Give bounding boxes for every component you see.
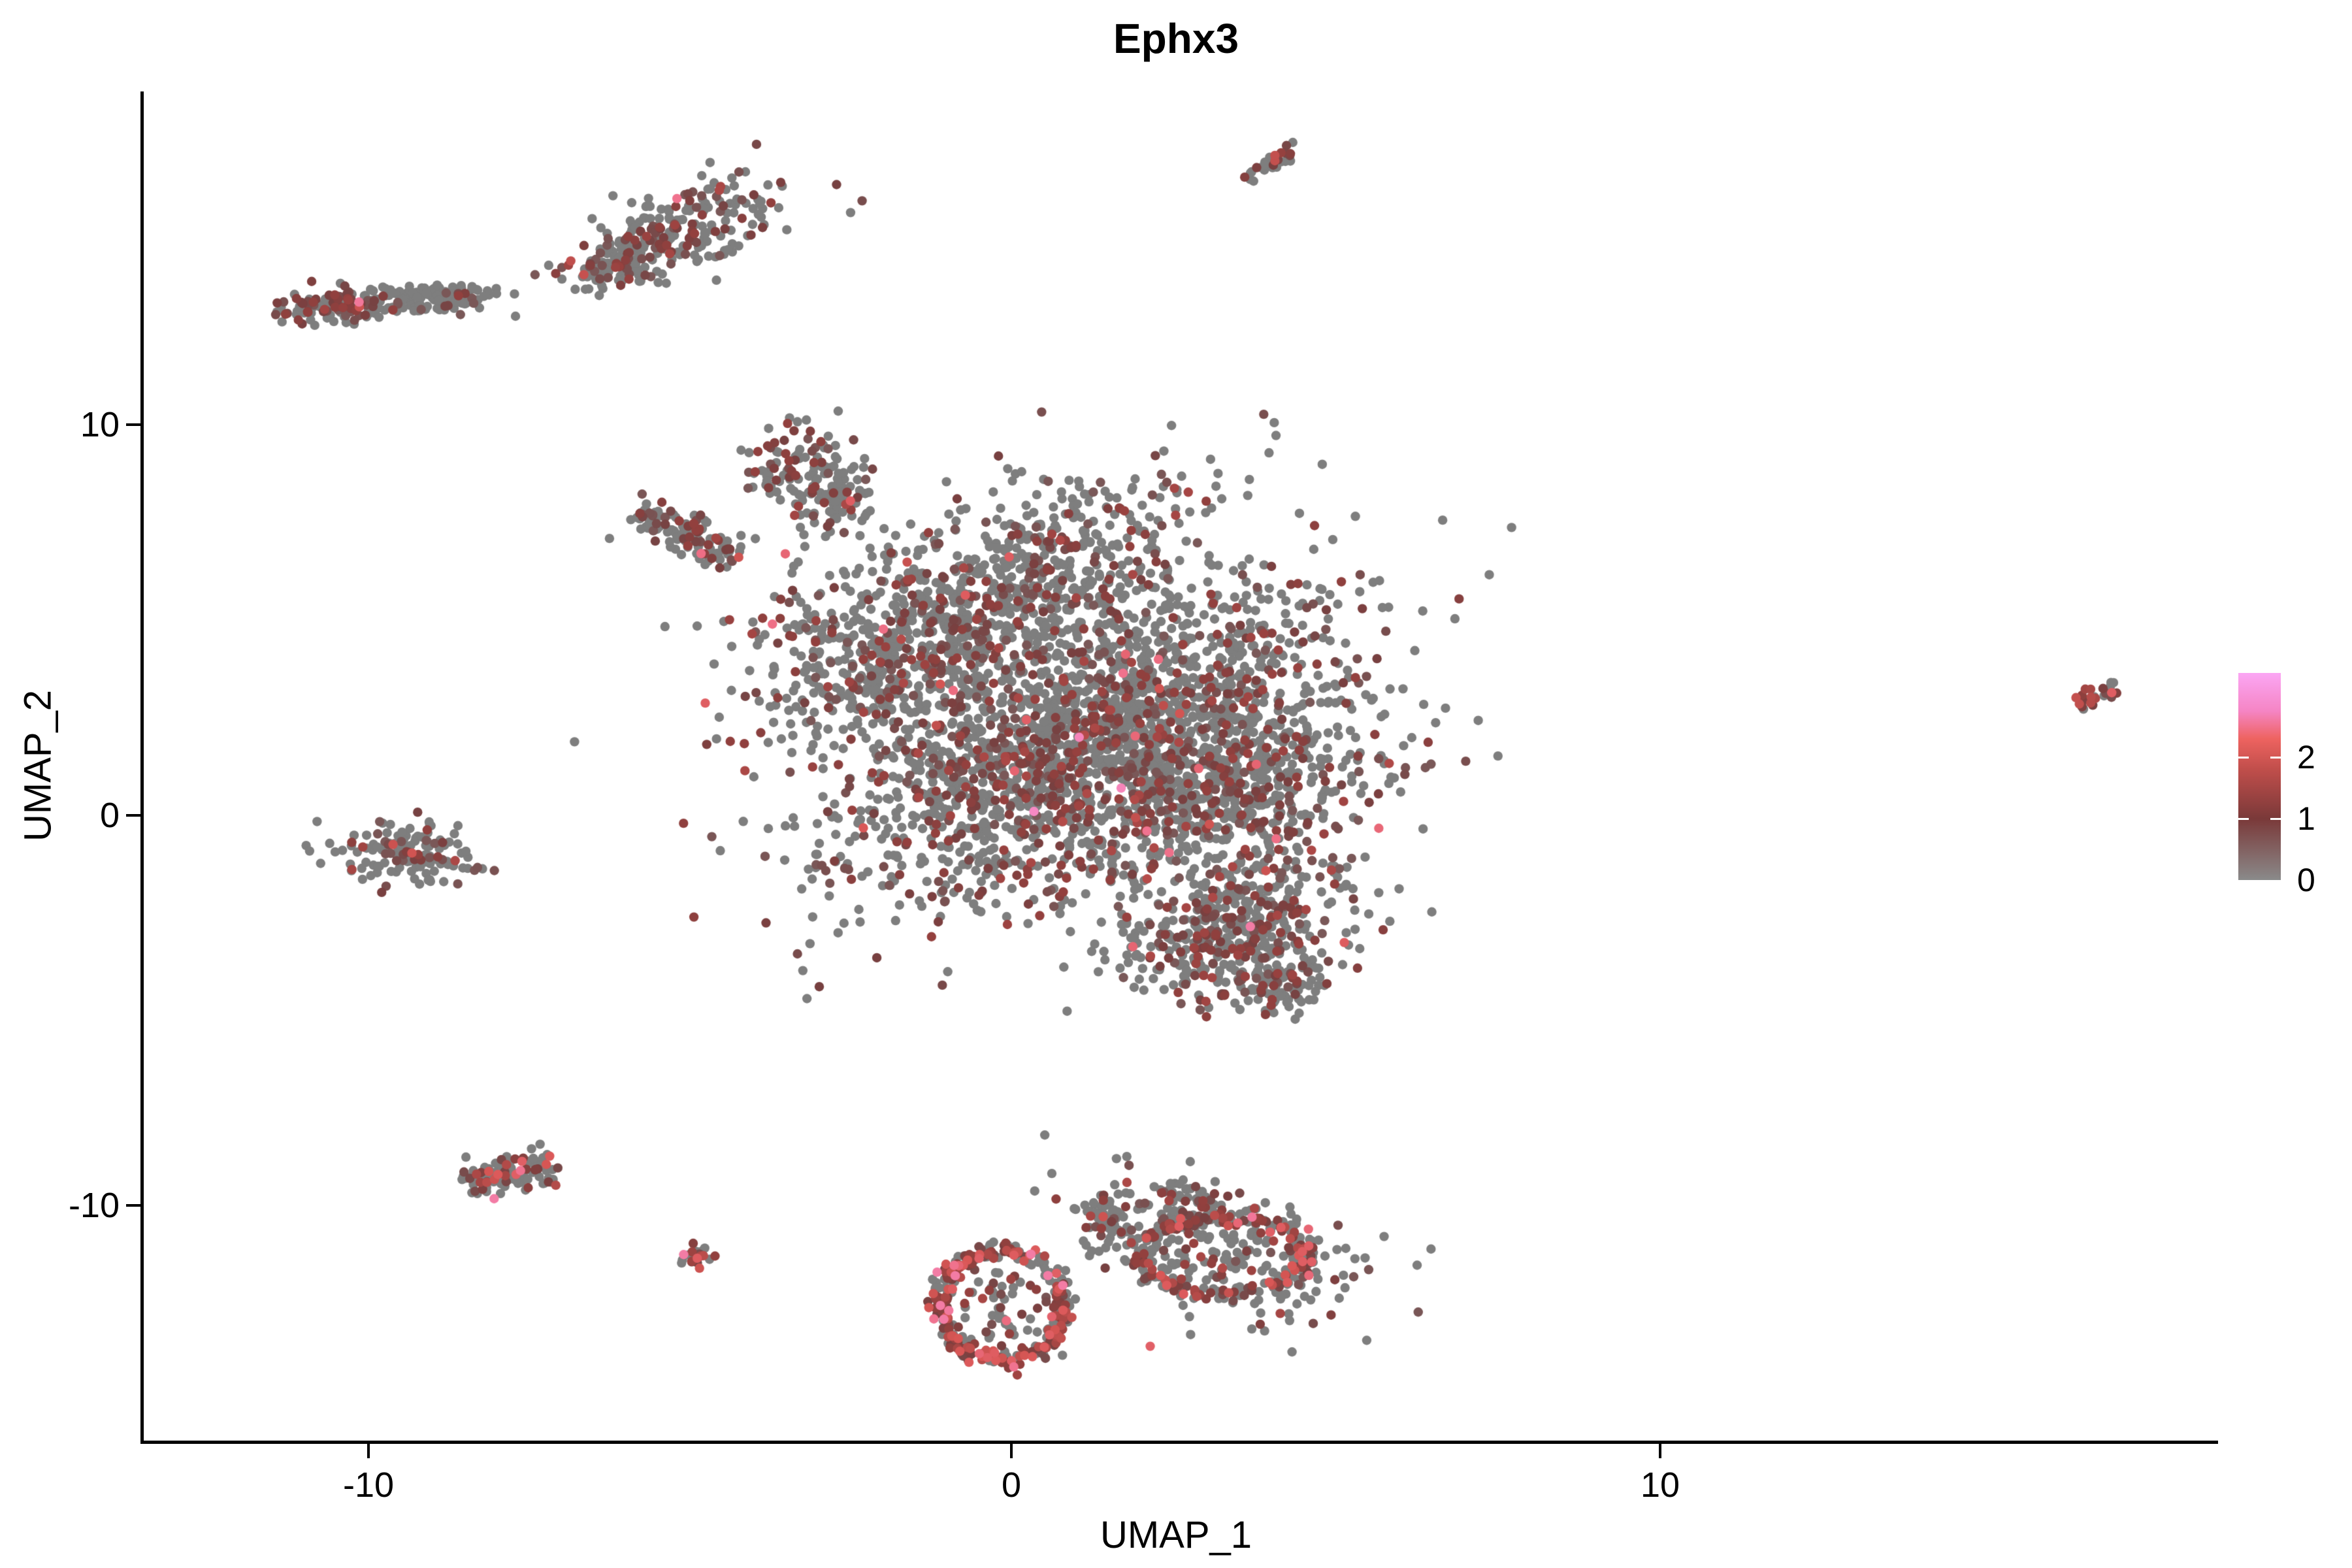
x-tick-label: 10 [1640,1465,1680,1505]
colorbar-tick-label: 2 [2297,739,2315,776]
y-tick-label: 10 [80,405,120,444]
x-tick-mark [367,1444,370,1458]
colorbar-tick-notch [2270,757,2281,759]
colorbar-tick-notch [2238,757,2249,759]
x-tick-mark [1010,1444,1013,1458]
y-axis-label: UMAP_2 [16,689,59,842]
x-axis-label: UMAP_1 [1100,1514,1252,1556]
colorbar-tick-label: 0 [2297,862,2315,898]
colorbar-tick-notch [2270,818,2281,821]
y-tick-mark [126,423,140,426]
y-tick-mark [126,814,140,817]
x-axis-line [140,1441,2218,1444]
colorbar [2238,673,2281,880]
plot-title: Ephx3 [1113,15,1239,62]
x-tick-label: 0 [1001,1465,1022,1505]
colorbar-tick-label: 1 [2297,800,2315,838]
x-tick-label: -10 [342,1465,395,1505]
y-tick-label: -10 [68,1186,120,1225]
y-tick-label: 0 [99,796,120,835]
y-axis-line [140,91,144,1444]
x-tick-mark [1659,1444,1661,1458]
y-tick-mark [126,1204,140,1207]
colorbar-tick-notch [2238,818,2249,821]
